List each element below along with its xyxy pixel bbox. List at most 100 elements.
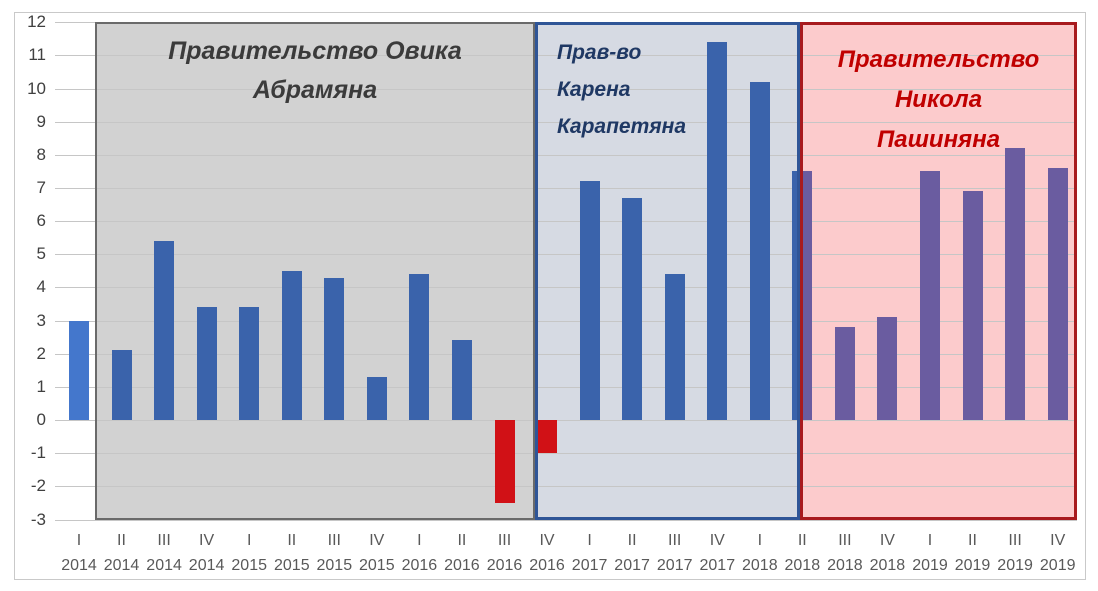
region-karapetyan-border xyxy=(535,22,800,520)
x-tick-quarter-4: I xyxy=(246,532,252,549)
bar-II-2015 xyxy=(281,270,302,420)
x-tick-year-18: 2018 xyxy=(827,557,863,574)
bar-III-2019 xyxy=(1005,148,1026,420)
gridline-y-9 xyxy=(55,121,1077,123)
bar-II-2017 xyxy=(622,197,643,420)
y-tick-label-6: 6 xyxy=(36,211,46,231)
bar-III-2018 xyxy=(834,327,855,420)
bar-II-2014 xyxy=(111,350,132,420)
gridline-y-6 xyxy=(55,221,1077,223)
y-tick-label-8: 8 xyxy=(36,144,46,164)
gridline-y-0 xyxy=(55,420,1077,421)
x-tick-year-14: 2017 xyxy=(656,557,693,574)
gridline-y-5 xyxy=(55,254,1077,256)
y-tick-label-2: 2 xyxy=(36,343,46,363)
region-pashinyan-title-line-0: Правительство xyxy=(837,46,1040,73)
x-tick-year-12: 2017 xyxy=(571,557,608,574)
x-tick-quarter-15: IV xyxy=(709,532,725,549)
x-tick-year-6: 2015 xyxy=(316,557,353,574)
bar-III-2016 xyxy=(494,420,515,503)
region-karapetyan-title-line-1: Карена xyxy=(557,78,631,101)
bar-II-2016 xyxy=(451,340,472,420)
bar-I-2016 xyxy=(409,274,430,420)
bar-I-2014 xyxy=(69,320,89,420)
x-tick-quarter-17: II xyxy=(797,532,807,549)
x-tick-quarter-13: II xyxy=(627,532,637,549)
x-tick-year-16: 2018 xyxy=(742,557,778,574)
x-tick-quarter-6: III xyxy=(327,532,341,549)
x-tick-year-21: 2019 xyxy=(954,557,991,574)
region-abrahamyan-title: Правительство Овика Абрамяна xyxy=(95,32,535,110)
y-tick-label-1: 1 xyxy=(36,376,46,396)
bar-IV-2019 xyxy=(1047,168,1068,420)
x-tick-quarter-20: I xyxy=(927,532,933,549)
x-tick-quarter-19: IV xyxy=(879,532,895,549)
x-tick-quarter-18: III xyxy=(838,532,852,549)
gridline-y-10 xyxy=(55,88,1077,90)
region-pashinyan-title: Правительство Никола Пашиняна xyxy=(800,40,1077,160)
x-tick-year-17: 2018 xyxy=(784,557,821,574)
x-tick-quarter-14: III xyxy=(668,532,682,549)
x-tick-year-0: 2014 xyxy=(61,557,97,574)
y-tick-label-3: 3 xyxy=(36,310,46,330)
chart-frame xyxy=(14,12,1086,580)
region-pashinyan-border xyxy=(800,22,1077,520)
gridline-y-11 xyxy=(55,55,1077,57)
x-tick-year-3: 2014 xyxy=(188,557,225,574)
x-tick-quarter-22: III xyxy=(1008,532,1022,549)
bar-IV-2018 xyxy=(877,317,898,420)
x-tick-year-9: 2016 xyxy=(444,557,480,574)
x-tick-quarter-11: IV xyxy=(539,532,555,549)
y-tick-label-11: 11 xyxy=(28,45,46,65)
region-karapetyan-title-line-2: Карапетяна xyxy=(557,115,687,138)
x-tick-quarter-0: I xyxy=(76,532,82,549)
gridline-y-1 xyxy=(55,386,1077,388)
gridline-y-4 xyxy=(55,287,1077,289)
x-tick-quarter-10: III xyxy=(497,532,512,549)
x-tick-year-10: 2016 xyxy=(486,557,523,574)
x-tick-year-7: 2015 xyxy=(359,557,395,574)
y-tick-label-4: 4 xyxy=(36,277,46,297)
bar-I-2017 xyxy=(579,181,600,420)
bar-I-2015 xyxy=(239,307,260,420)
gridline-y-3 xyxy=(55,320,1077,322)
x-tick-year-2: 2014 xyxy=(146,557,182,574)
x-tick-year-20: 2019 xyxy=(912,557,948,574)
x-tick-year-8: 2016 xyxy=(401,557,438,574)
y-tick-label-5: 5 xyxy=(36,244,46,264)
x-tick-year-23: 2019 xyxy=(1039,557,1076,574)
bar-III-2014 xyxy=(154,241,175,420)
bar-IV-2014 xyxy=(196,307,217,420)
x-tick-year-22: 2019 xyxy=(997,557,1033,574)
x-tick-quarter-16: I xyxy=(757,532,763,549)
gridline-y--1 xyxy=(55,453,1077,455)
region-abrahamyan-title-line-1: Абрамяна xyxy=(252,76,378,104)
y-tick-label-0: 0 xyxy=(36,410,46,429)
y-tick-label--3: -3 xyxy=(30,509,46,529)
bar-IV-2015 xyxy=(366,376,387,420)
region-karapetyan-title-line-0: Прав-во xyxy=(557,41,642,64)
bar-I-2018 xyxy=(749,81,770,420)
y-tick-label-7: 7 xyxy=(36,178,46,197)
y-tick-label-9: 9 xyxy=(36,111,46,131)
x-tick-year-11: 2016 xyxy=(529,557,565,574)
bar-IV-2017 xyxy=(707,42,728,420)
x-tick-quarter-5: II xyxy=(287,532,297,549)
x-tick-year-4: 2015 xyxy=(231,557,267,574)
gridline-y-7 xyxy=(55,188,1077,189)
bar-III-2017 xyxy=(664,274,685,420)
y-tick-label--1: -1 xyxy=(30,443,46,463)
x-tick-quarter-7: IV xyxy=(369,532,385,549)
x-tick-year-13: 2017 xyxy=(614,557,650,574)
x-tick-year-15: 2017 xyxy=(699,557,736,574)
y-tick-label-12: 12 xyxy=(27,12,46,32)
x-tick-quarter-1: II xyxy=(117,532,126,549)
region-abrahamyan-border xyxy=(95,22,535,520)
y-tick-label-10: 10 xyxy=(27,78,46,98)
x-tick-quarter-2: III xyxy=(157,532,171,549)
x-tick-quarter-3: IV xyxy=(199,532,215,549)
bar-IV-2016 xyxy=(537,420,557,454)
region-abrahamyan-title-line-0: Правительство Овика xyxy=(168,37,462,65)
